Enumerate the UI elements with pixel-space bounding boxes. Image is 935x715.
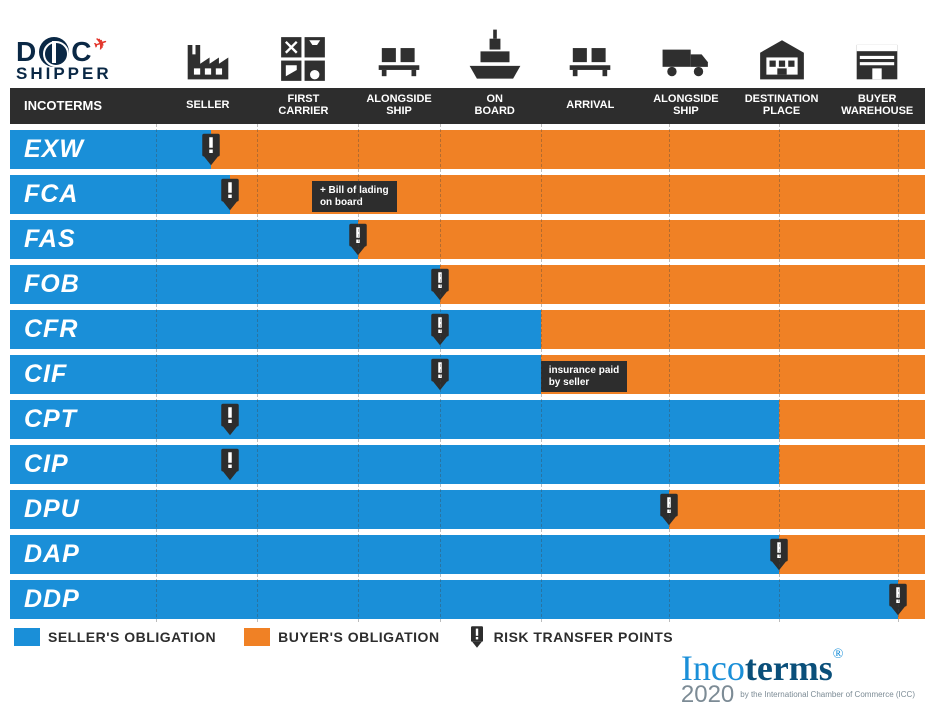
row-note: insurance paidby seller	[541, 361, 628, 392]
footer-reg: ®	[833, 647, 844, 662]
buyer-bar	[358, 220, 925, 259]
risk-marker-icon	[219, 402, 241, 437]
stage-icon-row: D C ✈ SHIPPER	[10, 6, 925, 84]
footer-year: 2020	[681, 681, 734, 709]
legend-risk-icon	[468, 625, 486, 649]
risk-marker-icon	[429, 267, 451, 302]
brand-logo: D C ✈ SHIPPER	[10, 36, 160, 84]
term-code: CIF	[24, 355, 67, 394]
term-code: FAS	[24, 220, 76, 259]
header-col: DESTINATIONPLACE	[734, 94, 830, 117]
term-code: CIP	[24, 445, 69, 484]
buyer-bar	[779, 445, 925, 484]
stage-icon-seller	[160, 34, 256, 84]
buyer-bar	[211, 130, 925, 169]
buyer-bar	[779, 535, 925, 574]
footer-brand: Incoterms® 2020 by the International Cha…	[681, 647, 915, 709]
header-col: ONBOARD	[447, 94, 543, 117]
stage-icon-alongside-ship	[351, 34, 447, 84]
plane-icon: ✈	[91, 32, 111, 56]
seller-bar	[10, 310, 541, 349]
risk-marker-icon	[658, 492, 680, 527]
term-row: DDP	[10, 580, 925, 619]
term-rows: EXW FCA + Bill of ladingon board FAS FOB CFR C…	[10, 130, 925, 619]
legend-buyer-swatch	[244, 628, 270, 646]
seller-bar	[10, 445, 779, 484]
seller-bar	[10, 535, 779, 574]
row-note: + Bill of ladingon board	[312, 181, 397, 212]
header-col: ARRIVAL	[543, 100, 639, 112]
risk-marker-icon	[347, 222, 369, 257]
risk-marker-icon	[219, 177, 241, 212]
seller-bar	[10, 580, 898, 619]
stage-icon-on-board	[447, 26, 543, 84]
legend-seller-label: SELLER'S OBLIGATION	[48, 629, 216, 645]
buyer-bar	[669, 490, 925, 529]
term-code: DPU	[24, 490, 80, 529]
legend-seller: SELLER'S OBLIGATION	[14, 628, 216, 646]
stage-icon-buyer-warehouse	[829, 34, 925, 84]
header-col: INCOTERMS	[10, 99, 160, 113]
risk-marker-icon	[200, 132, 222, 167]
brand-sub: SHIPPER	[16, 64, 112, 84]
header-col: SELLER	[160, 100, 256, 112]
risk-marker-icon	[768, 537, 790, 572]
term-row: DPU	[10, 490, 925, 529]
header-col: ALONGSIDESHIP	[638, 94, 734, 117]
risk-marker-icon	[219, 447, 241, 482]
term-row: DAP	[10, 535, 925, 574]
legend-buyer: BUYER'S OBLIGATION	[244, 628, 439, 646]
stage-icon-alongside-ship-2	[638, 34, 734, 84]
seller-bar	[10, 490, 669, 529]
term-code: FCA	[24, 175, 78, 214]
term-row: FOB	[10, 265, 925, 304]
term-code: DDP	[24, 580, 80, 619]
header-col: BUYERWAREHOUSE	[829, 94, 925, 117]
term-code: CPT	[24, 400, 77, 439]
stage-icon-first-carrier	[256, 34, 352, 84]
globe-icon	[39, 37, 69, 67]
buyer-bar	[541, 310, 925, 349]
buyer-bar	[440, 265, 925, 304]
legend-risk-label: RISK TRANSFER POINTS	[494, 629, 674, 645]
legend: SELLER'S OBLIGATION BUYER'S OBLIGATION R…	[10, 625, 925, 649]
term-row: FAS	[10, 220, 925, 259]
risk-marker-icon	[429, 312, 451, 347]
footer-word-tail: terms	[745, 648, 833, 688]
term-code: CFR	[24, 310, 78, 349]
stage-header: INCOTERMSSELLERFIRSTCARRIERALONGSIDESHIP…	[10, 88, 925, 124]
legend-risk: RISK TRANSFER POINTS	[468, 625, 674, 649]
term-code: FOB	[24, 265, 80, 304]
legend-seller-swatch	[14, 628, 40, 646]
buyer-bar	[779, 400, 925, 439]
stage-icon-destination	[734, 34, 830, 84]
risk-marker-icon	[887, 582, 909, 617]
term-code: DAP	[24, 535, 80, 574]
term-row: FCA + Bill of ladingon board	[10, 175, 925, 214]
risk-marker-icon	[429, 357, 451, 392]
term-row: CIF insurance paidby seller	[10, 355, 925, 394]
seller-bar	[10, 400, 779, 439]
term-row: CFR	[10, 310, 925, 349]
header-col: FIRSTCARRIER	[256, 94, 352, 117]
term-row: CPT	[10, 400, 925, 439]
term-row: EXW	[10, 130, 925, 169]
stage-icon-arrival	[543, 34, 639, 84]
header-col: ALONGSIDESHIP	[351, 94, 447, 117]
seller-bar	[10, 355, 541, 394]
footer-sub: by the International Chamber of Commerce…	[740, 691, 915, 700]
term-row: CIP	[10, 445, 925, 484]
legend-buyer-label: BUYER'S OBLIGATION	[278, 629, 439, 645]
term-code: EXW	[24, 130, 84, 169]
